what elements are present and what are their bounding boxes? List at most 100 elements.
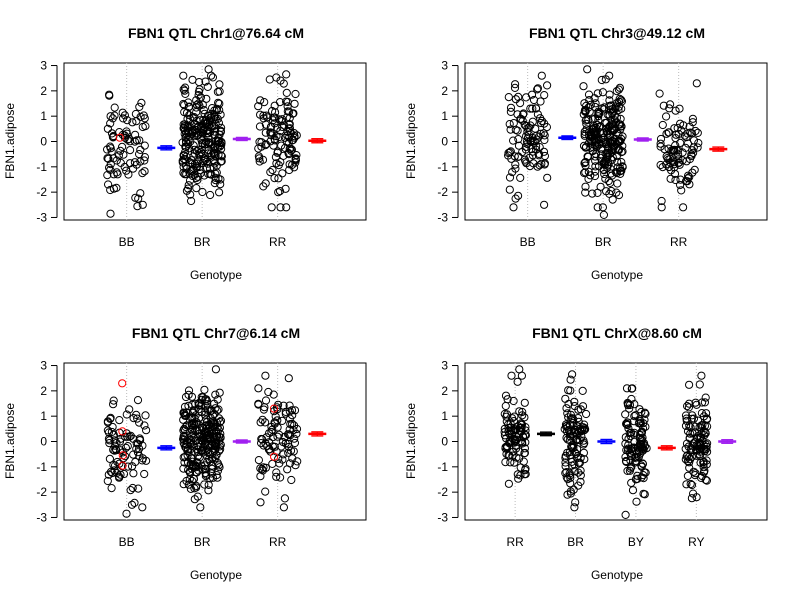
panel-1-ylabel: FBN1.adipose (3, 103, 17, 179)
data-point (701, 428, 710, 437)
data-point (198, 149, 207, 159)
data-point (600, 160, 609, 169)
data-point (576, 466, 585, 475)
data-point (211, 114, 220, 124)
data-point (674, 158, 683, 167)
data-point (199, 106, 208, 115)
data-point (270, 113, 279, 122)
data-point (266, 128, 275, 137)
data-point (290, 434, 299, 443)
data-point (692, 79, 701, 88)
data-point (267, 427, 276, 437)
data-point (592, 136, 601, 145)
data-point (536, 118, 546, 128)
panel-1-xlabel: Genotype (190, 268, 242, 282)
data-point (617, 148, 626, 157)
data-point (119, 114, 128, 123)
data-point (685, 399, 694, 408)
data-point (618, 132, 627, 141)
data-point (273, 147, 282, 156)
data-point (285, 459, 295, 468)
data-point (118, 108, 127, 117)
data-point (181, 426, 190, 435)
panel-1-title: FBN1 QTL Chr1@76.64 cM (128, 25, 304, 41)
data-point (283, 107, 292, 116)
data-point (625, 400, 635, 410)
data-point (516, 99, 525, 108)
data-point (621, 510, 630, 519)
data-point (215, 80, 224, 89)
data-point (521, 157, 530, 166)
data-point (566, 375, 575, 384)
data-point (212, 168, 221, 177)
data-point (106, 467, 116, 476)
data-point (103, 145, 112, 154)
data-point (513, 377, 522, 386)
data-point (684, 442, 693, 451)
data-point (686, 423, 695, 432)
data-point (565, 421, 575, 430)
data-point (261, 487, 270, 496)
data-point (213, 466, 222, 475)
data-point (125, 405, 134, 414)
data-point (687, 480, 697, 490)
data-point (260, 98, 269, 107)
panel-4-title: FBN1 QTL ChrX@8.60 cM (532, 325, 702, 341)
data-point (500, 428, 509, 437)
data-point (286, 446, 296, 455)
data-point (179, 124, 188, 133)
data-point (184, 480, 193, 489)
data-point (510, 412, 519, 421)
data-point (135, 102, 144, 112)
data-point (633, 471, 642, 480)
data-point (656, 160, 665, 170)
data-point (112, 168, 121, 177)
data-point (256, 418, 265, 427)
data-point (516, 423, 525, 433)
data-point (210, 441, 219, 450)
data-point (204, 433, 213, 442)
data-point (290, 438, 299, 448)
y-tick-label: -3 (36, 210, 47, 224)
data-point (261, 396, 271, 405)
y-tick-label: 0 (40, 135, 47, 149)
data-point (212, 450, 221, 459)
data-point (506, 423, 515, 433)
data-point (674, 150, 683, 159)
panel-2-title: FBN1 QTL Chr3@49.12 cM (529, 25, 705, 41)
data-point (618, 162, 627, 171)
data-point (140, 156, 149, 165)
data-point (198, 393, 207, 402)
data-point (518, 407, 527, 417)
data-point (275, 430, 284, 439)
data-point (692, 446, 702, 455)
y-tick-label: -1 (437, 460, 448, 474)
x-tick-label: BR (595, 235, 612, 249)
plot-frame (464, 362, 768, 521)
data-point (584, 152, 593, 161)
data-point (210, 159, 219, 168)
data-point (698, 420, 707, 430)
panel-1: FBN1 QTL Chr1@76.64 cM Genotype FBN1.adi… (3, 25, 367, 282)
data-point (685, 458, 694, 467)
data-point (282, 88, 291, 98)
data-point (192, 120, 201, 130)
data-point (198, 448, 207, 457)
data-point (518, 411, 527, 420)
data-point (508, 451, 517, 460)
data-point (567, 457, 576, 466)
data-point (180, 458, 189, 467)
data-point (138, 169, 147, 178)
highlighted-data-point (118, 461, 127, 470)
data-point (200, 480, 209, 489)
data-point (692, 451, 701, 460)
data-point (136, 145, 145, 154)
data-point (276, 473, 285, 482)
data-point (506, 103, 516, 112)
data-point (138, 200, 147, 209)
data-point (540, 131, 549, 140)
data-point (614, 102, 623, 112)
data-point (691, 398, 700, 407)
data-point (278, 169, 287, 178)
data-point (180, 129, 189, 139)
